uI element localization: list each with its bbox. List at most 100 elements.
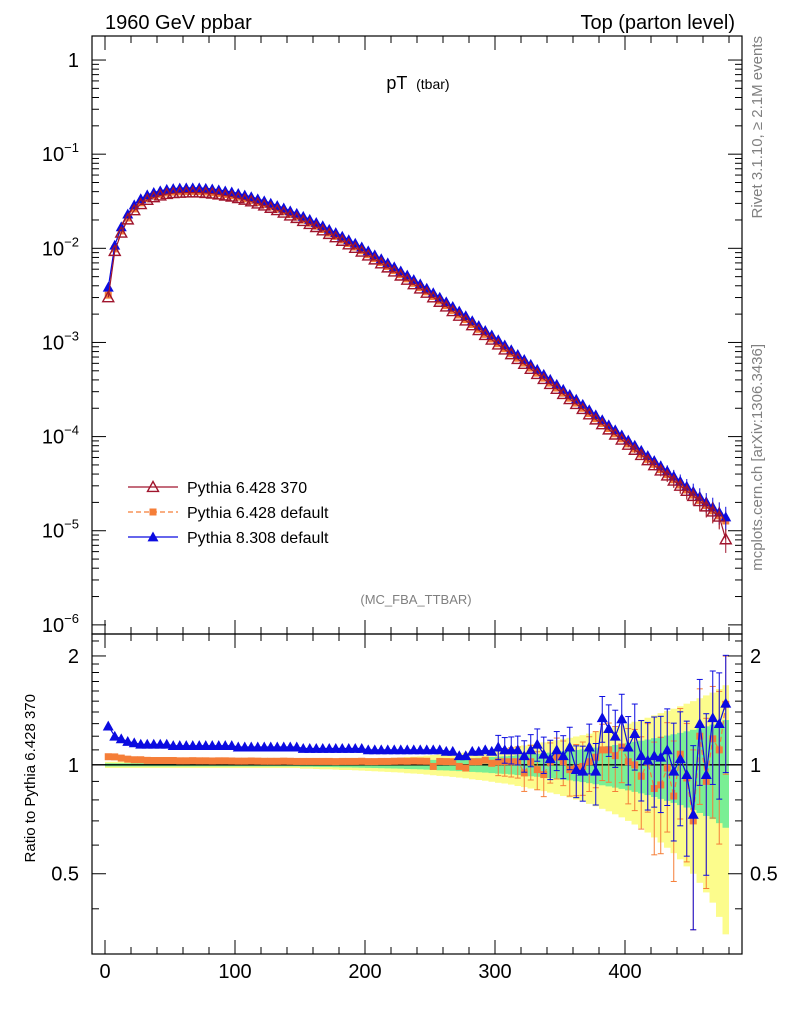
ratio-point-pythia-8-308-default (122, 736, 134, 746)
ratio-point-pythia-6-428-default (150, 757, 158, 765)
ratio-point-pythia-6-428-default (345, 757, 353, 765)
ratio-point-pythia-6-428-default (286, 757, 294, 765)
ratio-point-pythia-6-428-default (169, 757, 177, 765)
ratio-point-pythia-8-308-default (551, 744, 563, 755)
data-point-pythia-6-428-370 (511, 352, 525, 365)
data-point-pythia-6-428-370 (205, 186, 219, 199)
header-left-label: 1960 GeV ppbar (105, 12, 252, 34)
data-point-pythia-6-428-370 (400, 272, 414, 285)
series-line-pythia-6-428-370 (107, 191, 727, 540)
data-point-pythia-6-428-370 (374, 256, 388, 269)
rivet-side-label: Rivet 3.1.10, ≥ 2.1M events (749, 36, 766, 219)
data-point-pythia-6-428-370 (699, 499, 713, 512)
ratio-point-pythia-8-308-default (661, 744, 673, 755)
ratio-point-pythia-6-428-default (429, 762, 437, 770)
data-point-pythia-6-428-370 (478, 328, 492, 341)
ratio-point-pythia-6-428-default (332, 758, 340, 766)
y-tick-label: 10−3 (42, 328, 79, 354)
ratio-point-pythia-8-308-default (616, 713, 628, 724)
ratio-point-pythia-6-428-default (247, 757, 255, 765)
x-tick-label: 400 (608, 961, 641, 983)
ratio-point-pythia-8-308-default (603, 723, 615, 733)
ratio-point-pythia-8-308-default (655, 751, 667, 762)
ratio-point-pythia-6-428-default (384, 757, 392, 765)
ratio-point-pythia-6-428-default (267, 757, 275, 765)
y-tick-label: 10−2 (42, 234, 79, 260)
ratio-point-pythia-6-428-default (481, 756, 489, 764)
ratio-point-pythia-6-428-default (436, 757, 444, 765)
ratio-point-pythia-6-428-default (124, 755, 132, 763)
y-tick-label-base: 10 (42, 521, 64, 543)
data-point-pythia-6-428-370 (491, 337, 505, 350)
ratio-point-pythia-6-428-default (306, 757, 314, 765)
data-point-pythia-6-428-370 (485, 332, 499, 345)
data-point-pythia-6-428-370 (218, 188, 232, 201)
x-tick-label: 300 (478, 961, 511, 983)
ratio-plot-panel: 0.5 0.5 1 1 2 2 0 100 200 300 400 Ratio to Pythia… (22, 633, 778, 983)
ratio-point-pythia-6-428-default (410, 757, 418, 765)
ratio-point-pythia-8-308-default (226, 740, 238, 751)
ratio-y-tick-label-left: 2 (68, 646, 79, 668)
analysis-watermark: (MC_FBA_TTBAR) (360, 592, 471, 607)
ratio-point-pythia-8-308-default (544, 753, 556, 764)
ratio-point-pythia-8-308-default (518, 750, 530, 761)
data-point-pythia-6-428-370 (693, 494, 707, 507)
data-point-pythia-6-428-370 (355, 244, 369, 257)
ratio-point-pythia-6-428-default (312, 757, 320, 765)
ratio-point-pythia-8-308-default (583, 741, 595, 752)
data-point-pythia-6-428-370 (238, 192, 252, 205)
ratio-point-pythia-6-428-default (280, 757, 288, 765)
ratio-point-pythia-6-428-default (390, 757, 398, 765)
y-tick-label: 10−6 (42, 611, 79, 637)
data-point-pythia-6-428-370 (595, 417, 609, 430)
y-tick-label: 10−5 (42, 517, 79, 543)
ratio-point-pythia-6-428-default (189, 757, 197, 765)
ratio-point-pythia-6-428-default (598, 746, 606, 754)
legend-marker-pythia-6-428-370 (146, 480, 160, 493)
data-point-pythia-6-428-370 (114, 225, 128, 238)
data-point-pythia-6-428-370 (368, 252, 382, 265)
y-tick-label-exponent: −3 (64, 328, 79, 343)
ratio-point-pythia-8-308-default (609, 730, 621, 741)
data-point-pythia-6-428-370 (706, 504, 720, 517)
data-point-pythia-6-428-370 (335, 233, 349, 246)
data-point-pythia-6-428-370 (303, 217, 317, 230)
ratio-point-pythia-6-428-default (325, 757, 333, 765)
ratio-point-pythia-6-428-default (260, 757, 268, 765)
ratio-point-pythia-8-308-default (291, 741, 303, 752)
ratio-point-pythia-8-308-default (356, 742, 368, 753)
ratio-point-pythia-8-308-default (525, 744, 537, 755)
x-tick-label: 200 (348, 961, 381, 983)
data-point-pythia-6-428-370 (602, 422, 616, 435)
data-point-pythia-6-428-370 (537, 372, 551, 385)
ratio-point-pythia-6-428-default (533, 766, 541, 774)
ratio-point-pythia-8-308-default (700, 769, 712, 779)
ratio-point-pythia-6-428-default (488, 759, 496, 767)
y-tick-label: 1 (68, 50, 79, 72)
ratio-point-pythia-8-308-default (460, 750, 472, 761)
ratio-y-tick-label-left: 0.5 (51, 864, 79, 886)
data-point-pythia-6-428-370 (543, 377, 557, 390)
ratio-point-pythia-8-308-default (492, 741, 504, 752)
y-tick-label-exponent: −5 (64, 517, 79, 532)
ratio-point-pythia-6-428-default (156, 757, 164, 765)
ratio-point-pythia-6-428-default (358, 757, 366, 765)
legend-marker-pythia-8-308-default (147, 531, 159, 542)
series-line-pythia-6-428-default (107, 190, 727, 522)
y-tick-label: 10−4 (42, 423, 79, 449)
ratio-point-pythia-6-428-default (468, 758, 476, 766)
data-point-pythia-6-428-370 (439, 299, 453, 312)
ratio-y-tick-label-right: 0.5 (750, 864, 778, 886)
ratio-point-pythia-6-428-default (449, 758, 457, 766)
ratio-point-pythia-8-308-default (629, 728, 641, 739)
data-point-pythia-6-428-370 (179, 185, 193, 198)
ratio-point-pythia-8-308-default (622, 741, 634, 752)
ratio-point-pythia-6-428-default (338, 757, 346, 765)
ratio-point-pythia-8-308-default (486, 745, 498, 756)
y-tick-label-exponent: −1 (64, 140, 79, 155)
data-point-pythia-8-308-default (102, 281, 114, 292)
data-point-pythia-6-428-370 (420, 285, 434, 298)
ratio-point-pythia-6-428-default (202, 757, 210, 765)
data-point-pythia-6-428-370 (426, 290, 440, 303)
